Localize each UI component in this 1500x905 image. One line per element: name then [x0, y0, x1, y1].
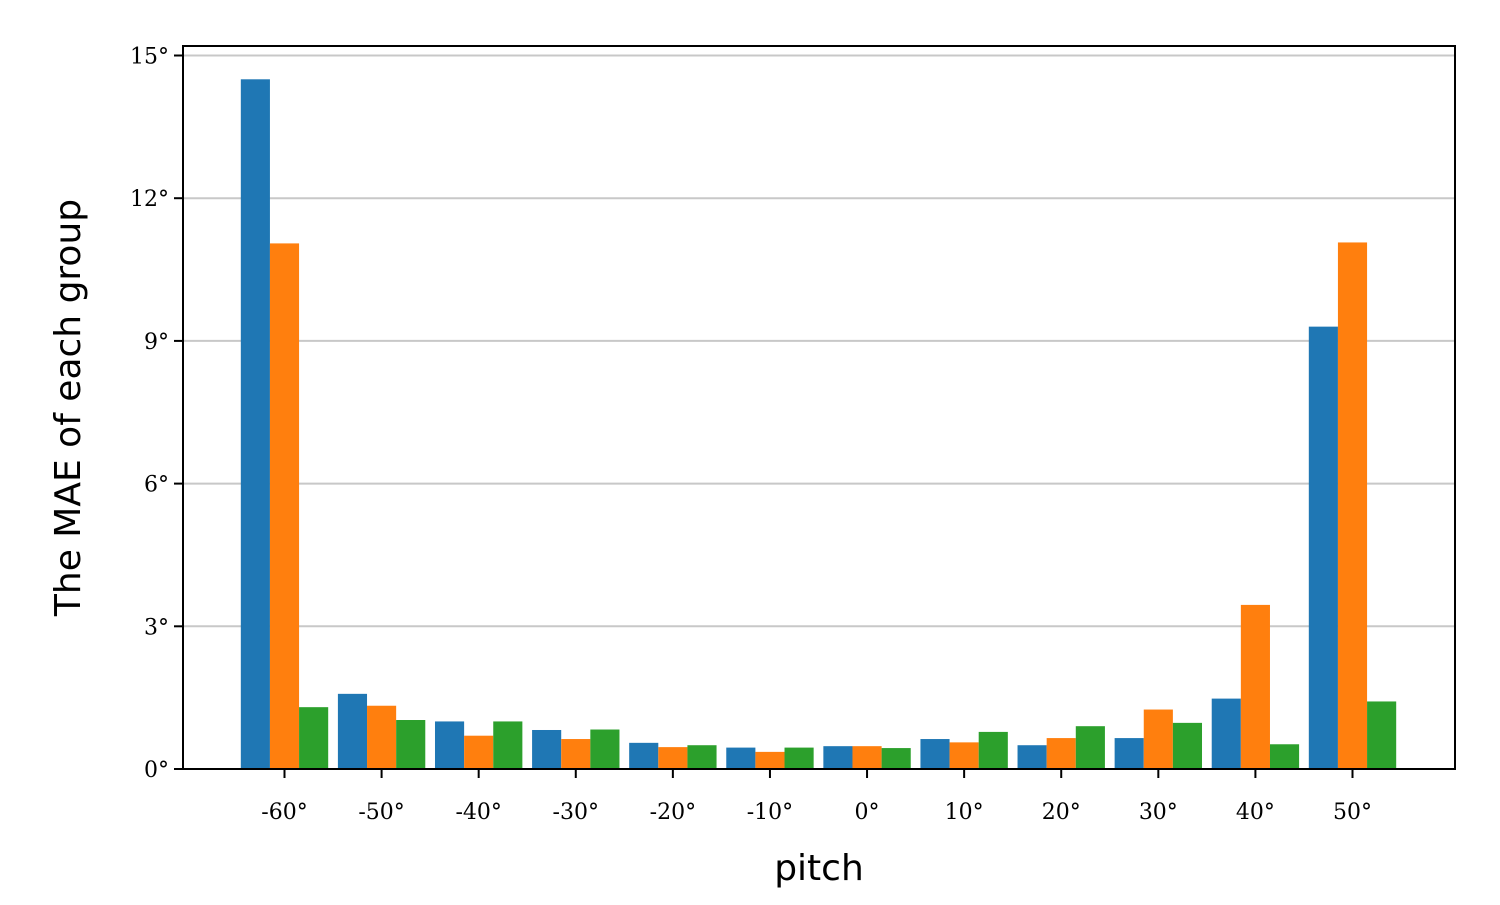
bar-series-1-2 [434, 721, 465, 769]
x-axis-label: pitch [774, 848, 864, 889]
bar-series-3-5 [784, 747, 814, 769]
x-tick-label: 50° [1333, 800, 1372, 825]
x-tick-label: -50° [358, 800, 404, 825]
x-tick-label: -10° [747, 800, 793, 825]
x-tick-label: 20° [1042, 800, 1081, 825]
x-tick-label: 40° [1236, 800, 1275, 825]
bar-series-3-7 [978, 731, 1008, 769]
bar-series-3-9 [1172, 722, 1203, 769]
bar-series-2-4 [658, 747, 688, 769]
y-tick-label: 12° [130, 187, 169, 212]
bar-series-1-7 [920, 739, 950, 769]
bar-series-2-10 [1240, 604, 1270, 769]
bar-series-3-10 [1269, 744, 1300, 769]
bar-series-1-4 [629, 742, 659, 769]
bar-series-1-10 [1211, 698, 1241, 769]
y-tick-label: 6° [144, 473, 169, 498]
bar-series-1-11 [1308, 326, 1338, 769]
y-tick-label: 9° [144, 330, 169, 355]
bar-series-2-0 [269, 243, 300, 770]
y-axis-ticks: 0° 3° 6° 9° 12° 15° [130, 45, 183, 783]
x-tick-label: -30° [553, 800, 599, 825]
bar-series-1-9 [1114, 738, 1144, 769]
bar-series-3-6 [881, 748, 911, 769]
bar-series-1-3 [532, 729, 562, 769]
bar-series-2-5 [755, 751, 785, 769]
bar-series-2-1 [367, 705, 397, 769]
bar-series-2-6 [852, 746, 882, 769]
bar-series-3-0 [299, 707, 329, 769]
bar-series-1-6 [823, 746, 853, 769]
bar-series-2-2 [464, 735, 494, 769]
bars [240, 79, 1397, 770]
y-axis-label: The MAE of each group [48, 199, 89, 617]
bar-series-2-8 [1046, 738, 1076, 769]
y-tick-label: 3° [144, 615, 169, 640]
bar-series-1-0 [240, 79, 270, 770]
x-tick-label: -20° [650, 800, 696, 825]
bar-series-2-3 [561, 739, 591, 769]
y-tick-label: 15° [130, 45, 169, 70]
bar-series-2-7 [949, 742, 979, 769]
x-tick-label: 0° [855, 800, 880, 825]
bar-series-2-11 [1337, 242, 1368, 769]
bar-series-1-1 [337, 693, 368, 769]
bar-series-1-5 [726, 747, 756, 769]
gridlines [183, 54, 1455, 628]
y-tick-label: 0° [144, 758, 169, 783]
bar-series-3-1 [396, 720, 426, 769]
bar-series-3-4 [687, 745, 717, 769]
bar-series-3-8 [1075, 726, 1105, 769]
bar-series-1-8 [1017, 745, 1047, 769]
x-tick-label: 30° [1139, 800, 1178, 825]
bar-series-3-3 [590, 729, 620, 769]
x-tick-label: -40° [455, 800, 501, 825]
bar-series-2-9 [1143, 709, 1173, 769]
x-tick-label: 10° [945, 800, 984, 825]
plot-frame [182, 45, 1456, 770]
x-axis-ticks: -60° -50° -40° -30° -20° -10° 0° 10° 20° 30° 40° 50… [261, 769, 1372, 825]
bar-series-3-2 [493, 721, 523, 769]
x-tick-label: -60° [261, 800, 307, 825]
bar-series-3-11 [1367, 701, 1397, 769]
